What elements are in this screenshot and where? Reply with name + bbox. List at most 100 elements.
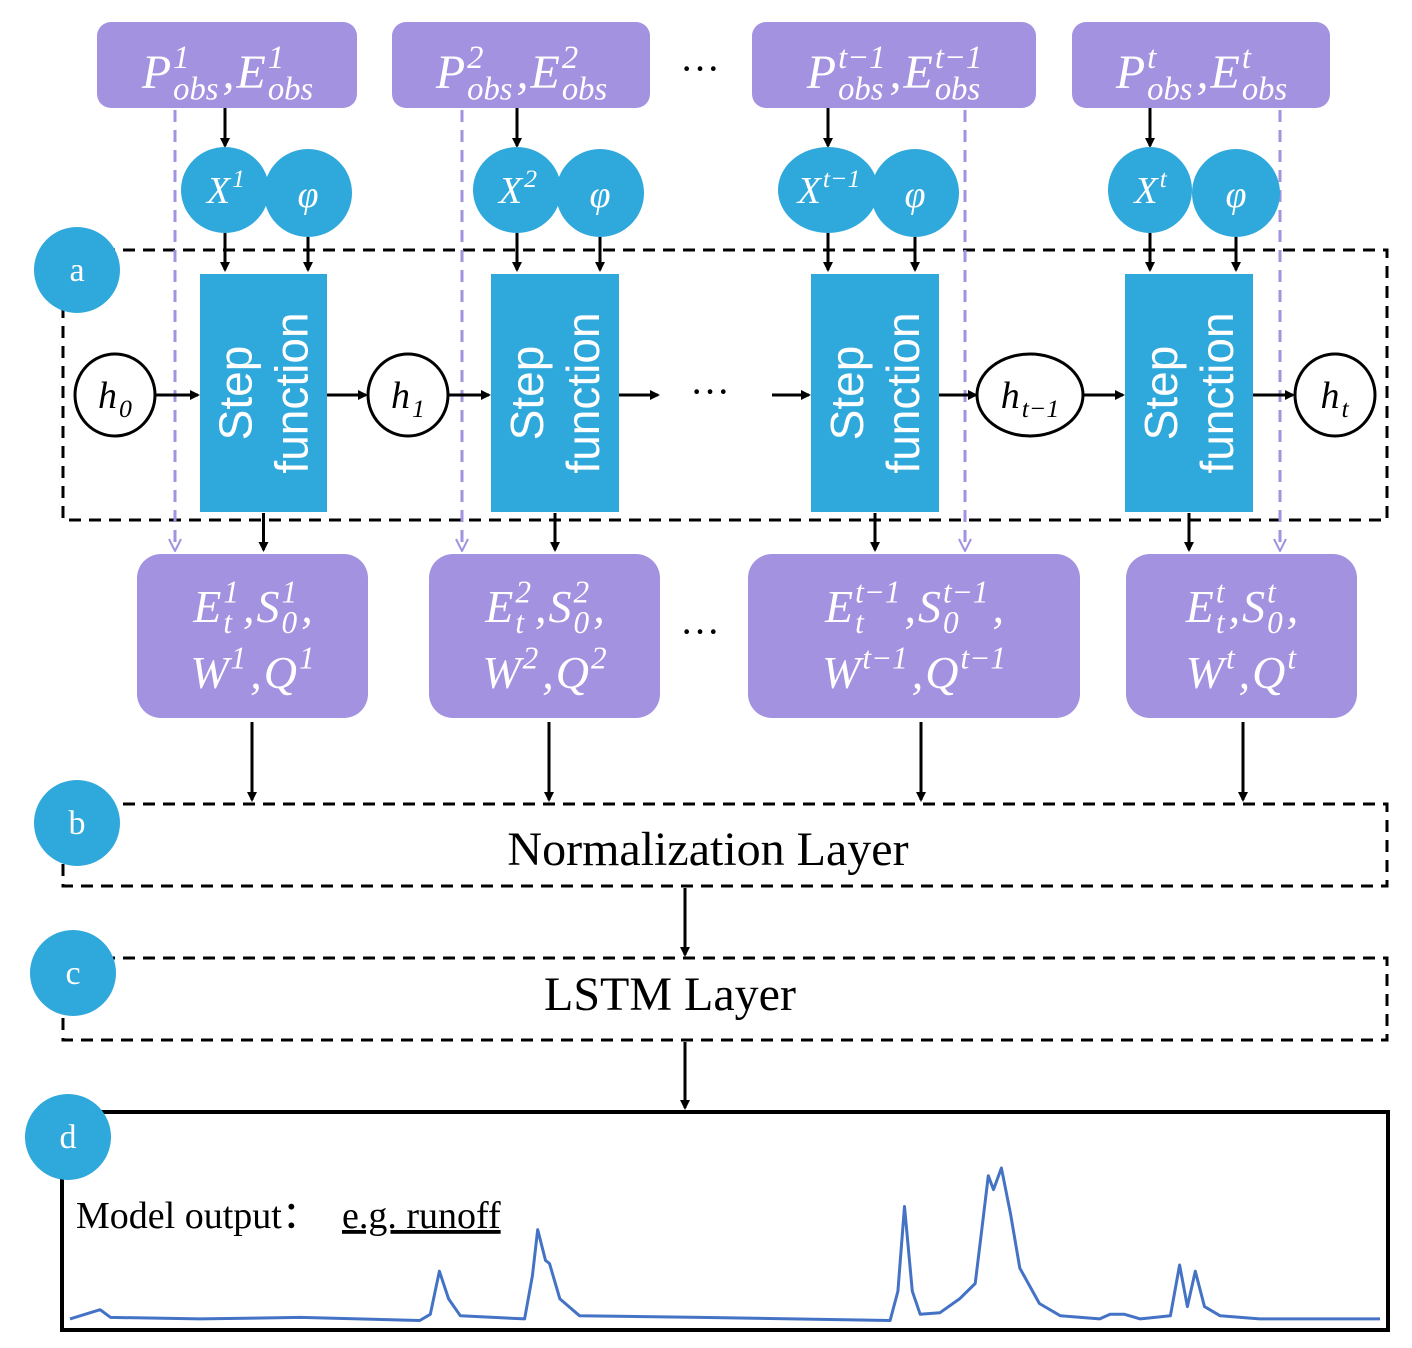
phi-label: φ (1225, 174, 1246, 216)
observation-label-superscript: 1 (173, 40, 189, 76)
input-x-label-symbol: X (205, 170, 232, 212)
observation-label-symbol: P (435, 46, 465, 99)
step-output-line1-subscript: t (1216, 605, 1226, 640)
observation-label-superscript: t (1147, 40, 1157, 76)
observation-label-symbol: E (903, 46, 933, 99)
observation-label-superscript: t−1 (935, 40, 982, 76)
phi-label-symbol: φ (904, 174, 925, 216)
phi-label-symbol: φ (297, 174, 318, 216)
step-output-line2-symbol: W (822, 647, 864, 698)
observation-label-superscript: 1 (268, 40, 284, 76)
step-output-line1-superscript: 1 (223, 575, 239, 610)
input-x-node (181, 147, 269, 233)
step-output-line1-subscript: t (515, 605, 525, 640)
step-output-line1-comma: , (905, 581, 917, 632)
hidden-state-label-subscript: t−1 (1022, 394, 1060, 423)
step-output-line2-symbol: W (482, 647, 524, 698)
step-output-line1-subscript: t (855, 605, 865, 640)
step-output-line1-superscript: t (1216, 575, 1226, 610)
step-function-line2: function (266, 312, 318, 473)
ellipsis: ··· (680, 46, 720, 91)
observation-label-comma: , (223, 46, 235, 99)
step-output-line1-superscript: t−1 (855, 575, 900, 610)
step-output-line2-symbol: Q (925, 647, 958, 698)
step-output-line2-symbol: W (1186, 647, 1228, 698)
step-output-line1-symbol: S (257, 581, 280, 632)
step-output-line2-symbol: W (190, 647, 232, 698)
observation-label-subscript: obs (173, 72, 218, 108)
observation-label-symbol: P (1115, 46, 1145, 99)
observation-input-box (392, 22, 650, 108)
input-x-label-symbol: X (796, 170, 823, 212)
ellipsis: ··· (690, 369, 730, 414)
step-output-line2-symbol: Q (264, 647, 297, 698)
input-x-label-superscript: t (1160, 164, 1168, 193)
phi-label: φ (904, 174, 925, 216)
step-output-line2-superscript: t (1287, 641, 1297, 676)
badge-a-label: a (69, 252, 84, 289)
step-output-box (137, 554, 368, 718)
parameter-phi-node (264, 149, 352, 237)
step-output-line1-symbol: S (1242, 581, 1265, 632)
hidden-state-label-subscript: 0 (119, 394, 132, 423)
hidden-state-label: h t−1 (1001, 375, 1060, 423)
step-output-line2-superscript: t−1 (961, 641, 1006, 676)
step-function-line1: Step (1135, 346, 1187, 441)
step-function-label: Step function (821, 312, 929, 473)
step-output-line1: E 1t, S 10, (192, 575, 312, 640)
parameter-phi-node (871, 149, 959, 237)
step-output-line1-subscript: 0 (282, 605, 298, 640)
step-function-label: Step function (1135, 312, 1243, 473)
step-function-label: Step function (210, 312, 318, 473)
runoff-curve-group (69, 1166, 1381, 1322)
observation-label-subscript: obs (1147, 72, 1192, 108)
phi-label: φ (589, 174, 610, 216)
step-output-line1-comma: , (1287, 581, 1299, 632)
runoff-series-line (69, 1166, 1380, 1322)
ellipsis: ··· (680, 609, 720, 654)
step-output-line1-subscript: 0 (943, 605, 959, 640)
observation-label-subscript: obs (1242, 72, 1287, 108)
step-function-line1: Step (501, 346, 553, 441)
step-output-line1-subscript: 0 (574, 605, 590, 640)
step-output-box (748, 554, 1080, 718)
step-output-line1: E 2t, S 20, (484, 575, 604, 640)
step-function-label: Step function (501, 312, 609, 473)
step-function-box (1125, 274, 1253, 512)
observation-label-subscript: obs (268, 72, 313, 108)
step-function-line2: function (557, 312, 609, 473)
step-output-line1-comma: , (301, 581, 313, 632)
observation-label-comma: , (517, 46, 529, 99)
step-output-line1-comma: , (593, 581, 605, 632)
step-output-line2-comma: , (1239, 647, 1251, 698)
badge-d-label: d (60, 1119, 77, 1156)
parameter-phi-node (1192, 149, 1280, 237)
step-function-box (200, 274, 327, 512)
step-output-line2-superscript: t (1226, 641, 1236, 676)
observation-label-superscript: 2 (467, 40, 483, 76)
step-output-line1-subscript: 0 (1267, 605, 1283, 640)
hidden-state-label-subscript: t (1342, 394, 1350, 423)
normalization-layer-label: Normalization Layer (507, 823, 908, 876)
step-function-box (811, 274, 939, 512)
hidden-state-label-symbol: h (391, 375, 410, 417)
input-x-label-symbol: X (1132, 170, 1159, 212)
input-x-label-superscript: t−1 (823, 164, 861, 193)
observation-input-box (752, 22, 1036, 108)
step-output-line1-superscript: 1 (282, 575, 298, 610)
input-x-label-symbol: X (497, 170, 524, 212)
observation-label-comma: , (890, 46, 902, 99)
model-output-label: Model output： (76, 1195, 320, 1237)
observation-label-symbol: P (141, 46, 171, 99)
observation-label-subscript: obs (562, 72, 607, 108)
step-output-line1-subscript: t (223, 605, 233, 640)
step-function-line1: Step (821, 346, 873, 441)
